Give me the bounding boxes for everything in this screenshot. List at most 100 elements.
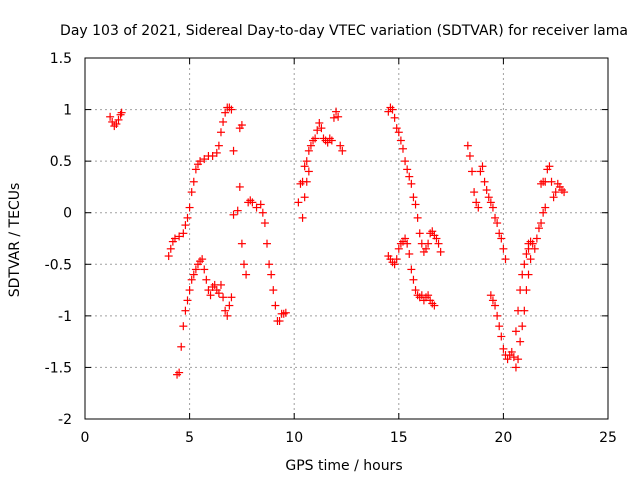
data-point <box>526 255 535 264</box>
data-point <box>463 141 472 150</box>
data-point <box>114 115 123 124</box>
data-point <box>428 227 437 236</box>
data-point <box>267 270 276 279</box>
data-point <box>323 138 332 147</box>
data-point <box>275 317 284 326</box>
data-point <box>522 249 531 258</box>
data-point <box>179 322 188 331</box>
data-point <box>181 221 190 230</box>
data-point <box>537 219 546 228</box>
data-point <box>246 196 255 205</box>
data-point <box>334 112 343 121</box>
y-tick-label: -1 <box>58 309 72 325</box>
data-point <box>271 301 280 310</box>
data-point <box>474 203 483 212</box>
data-point <box>495 322 504 331</box>
data-point <box>179 229 188 238</box>
x-tick-label: 5 <box>185 430 194 446</box>
data-point <box>491 213 500 222</box>
data-point <box>415 229 424 238</box>
data-point <box>237 239 246 248</box>
data-point <box>200 265 209 274</box>
data-point <box>409 193 418 202</box>
data-point <box>177 342 186 351</box>
y-tick-labels: -2 -1.5 -1 -0.5 0 0.5 1 1.5 <box>45 51 72 428</box>
data-point <box>392 124 401 133</box>
data-point <box>411 200 420 209</box>
data-point <box>534 224 543 233</box>
data-point <box>516 286 525 295</box>
data-point <box>219 117 228 126</box>
data-point <box>388 105 397 114</box>
y-tick-label: -2 <box>58 412 72 428</box>
data-point <box>214 141 223 150</box>
data-point <box>223 311 232 320</box>
data-point <box>183 213 192 222</box>
data-point <box>260 219 269 228</box>
data-points <box>106 103 569 379</box>
data-point <box>196 157 205 166</box>
data-point <box>426 229 435 238</box>
data-point <box>258 208 267 217</box>
data-point <box>497 332 506 341</box>
data-point <box>256 200 265 209</box>
data-point <box>403 239 412 248</box>
data-point <box>413 213 422 222</box>
data-point <box>507 347 516 356</box>
data-point <box>110 122 119 131</box>
data-point <box>495 229 504 238</box>
data-point <box>248 198 257 207</box>
data-point <box>478 162 487 171</box>
y-tick-label: 1.5 <box>50 51 72 67</box>
data-point <box>242 270 251 279</box>
data-point <box>309 136 318 145</box>
data-point <box>405 249 414 258</box>
data-point <box>116 110 125 119</box>
data-point <box>436 247 445 256</box>
data-point <box>514 355 523 364</box>
data-point <box>551 188 560 197</box>
data-point <box>511 327 520 336</box>
data-point <box>394 244 403 253</box>
data-point <box>281 308 290 317</box>
data-point <box>239 260 248 269</box>
data-point <box>302 157 311 166</box>
data-point <box>486 291 495 300</box>
data-point <box>465 151 474 160</box>
data-point <box>170 234 179 243</box>
data-point <box>468 167 477 176</box>
data-point <box>511 363 520 372</box>
data-point <box>233 206 242 215</box>
data-point <box>187 188 196 197</box>
data-point <box>470 188 479 197</box>
data-point <box>183 296 192 305</box>
data-point <box>313 126 322 135</box>
data-point <box>336 141 345 150</box>
data-point <box>486 198 495 207</box>
data-point <box>394 128 403 137</box>
data-point <box>311 134 320 143</box>
data-point <box>497 234 506 243</box>
x-tick-label: 20 <box>494 430 512 446</box>
data-point <box>173 370 182 379</box>
data-point <box>204 286 213 295</box>
data-point <box>225 103 234 112</box>
y-tick-label: -0.5 <box>45 257 72 273</box>
data-point <box>518 270 527 279</box>
x-tick-labels: 0 5 10 15 20 25 <box>81 430 617 446</box>
data-point <box>514 306 523 315</box>
data-point <box>532 234 541 243</box>
data-point <box>488 296 497 305</box>
data-point <box>409 275 418 284</box>
x-axis-label: GPS time / hours <box>285 458 402 474</box>
data-point <box>547 177 556 186</box>
data-point <box>229 146 238 155</box>
data-point <box>235 182 244 191</box>
data-point <box>520 260 529 269</box>
data-point <box>424 291 433 300</box>
data-point <box>304 146 313 155</box>
data-point <box>537 179 546 188</box>
data-point <box>187 275 196 284</box>
x-tick-label: 10 <box>285 430 303 446</box>
